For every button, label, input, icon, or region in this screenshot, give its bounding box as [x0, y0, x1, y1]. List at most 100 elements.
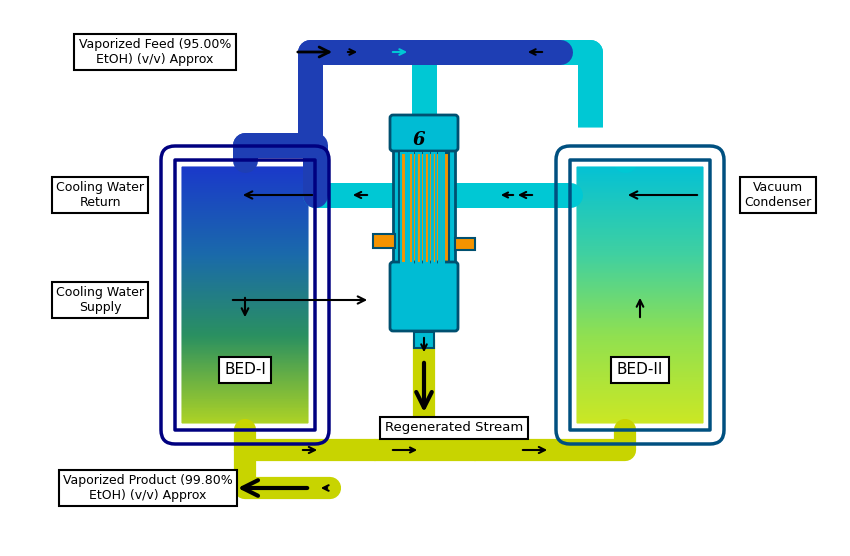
Bar: [175, 207, 315, 208]
Bar: [175, 404, 315, 405]
Bar: [175, 399, 315, 401]
Bar: [175, 411, 315, 413]
Bar: [175, 295, 315, 296]
Bar: [570, 254, 710, 255]
Bar: [175, 220, 315, 222]
Bar: [175, 337, 315, 339]
Bar: [570, 175, 710, 176]
Bar: [570, 208, 710, 210]
Bar: [570, 426, 710, 428]
Bar: [570, 326, 710, 328]
Bar: [570, 252, 710, 254]
Bar: [175, 264, 315, 265]
Bar: [570, 332, 710, 333]
Bar: [175, 287, 315, 289]
Bar: [175, 428, 315, 430]
Bar: [570, 260, 710, 261]
Bar: [570, 406, 710, 408]
Bar: [570, 313, 710, 314]
Bar: [570, 190, 710, 191]
Bar: [175, 262, 315, 263]
Bar: [175, 309, 315, 310]
Bar: [175, 222, 315, 224]
Bar: [570, 269, 710, 270]
Bar: [570, 346, 710, 348]
Bar: [175, 361, 315, 363]
Bar: [570, 248, 710, 250]
Bar: [570, 285, 710, 286]
Bar: [175, 276, 315, 277]
Bar: [175, 211, 315, 213]
Bar: [570, 428, 710, 430]
Bar: [570, 166, 710, 168]
Bar: [175, 353, 315, 354]
Bar: [175, 269, 315, 270]
Bar: [570, 286, 710, 287]
Bar: [175, 185, 315, 187]
Bar: [175, 409, 315, 411]
Bar: [175, 352, 315, 353]
Bar: [570, 357, 710, 359]
Bar: [175, 403, 315, 404]
Bar: [570, 220, 710, 222]
Bar: [175, 396, 315, 398]
Bar: [175, 346, 315, 348]
Bar: [570, 404, 710, 405]
Bar: [175, 206, 315, 207]
Bar: [175, 232, 315, 234]
Bar: [570, 418, 710, 420]
Bar: [570, 191, 710, 192]
Bar: [175, 369, 315, 370]
Bar: [175, 358, 315, 359]
Bar: [570, 281, 710, 283]
Bar: [175, 335, 315, 336]
Bar: [570, 169, 710, 170]
Bar: [175, 271, 315, 272]
Bar: [570, 265, 710, 267]
Bar: [570, 360, 710, 361]
Bar: [175, 205, 315, 206]
Bar: [175, 347, 315, 349]
Bar: [175, 241, 315, 242]
Bar: [175, 301, 315, 302]
Bar: [570, 297, 710, 299]
Bar: [175, 315, 315, 316]
Bar: [175, 168, 315, 170]
Bar: [175, 410, 315, 411]
Bar: [570, 278, 710, 279]
Bar: [570, 272, 710, 274]
Bar: [570, 421, 710, 423]
Bar: [175, 428, 315, 429]
Bar: [570, 356, 710, 358]
Bar: [175, 327, 315, 329]
Bar: [570, 249, 710, 251]
Text: Cooling Water
Return: Cooling Water Return: [56, 181, 144, 209]
Bar: [570, 383, 710, 385]
Bar: [175, 368, 315, 369]
Bar: [175, 165, 315, 167]
Bar: [175, 316, 315, 317]
Bar: [570, 309, 710, 311]
Bar: [570, 197, 710, 198]
Bar: [570, 415, 710, 416]
Bar: [570, 179, 710, 180]
Bar: [570, 276, 710, 277]
Bar: [175, 349, 315, 350]
Bar: [570, 185, 710, 187]
Bar: [175, 418, 315, 420]
Bar: [175, 237, 315, 239]
Bar: [570, 389, 710, 390]
Bar: [570, 162, 710, 163]
Bar: [175, 255, 315, 256]
Bar: [175, 370, 315, 371]
Bar: [570, 296, 710, 297]
Bar: [570, 177, 710, 178]
Bar: [570, 176, 710, 177]
Bar: [570, 315, 710, 316]
Bar: [175, 260, 315, 261]
Bar: [570, 275, 710, 276]
Bar: [175, 186, 315, 187]
Bar: [570, 307, 710, 308]
Bar: [175, 383, 315, 385]
Bar: [570, 284, 710, 286]
